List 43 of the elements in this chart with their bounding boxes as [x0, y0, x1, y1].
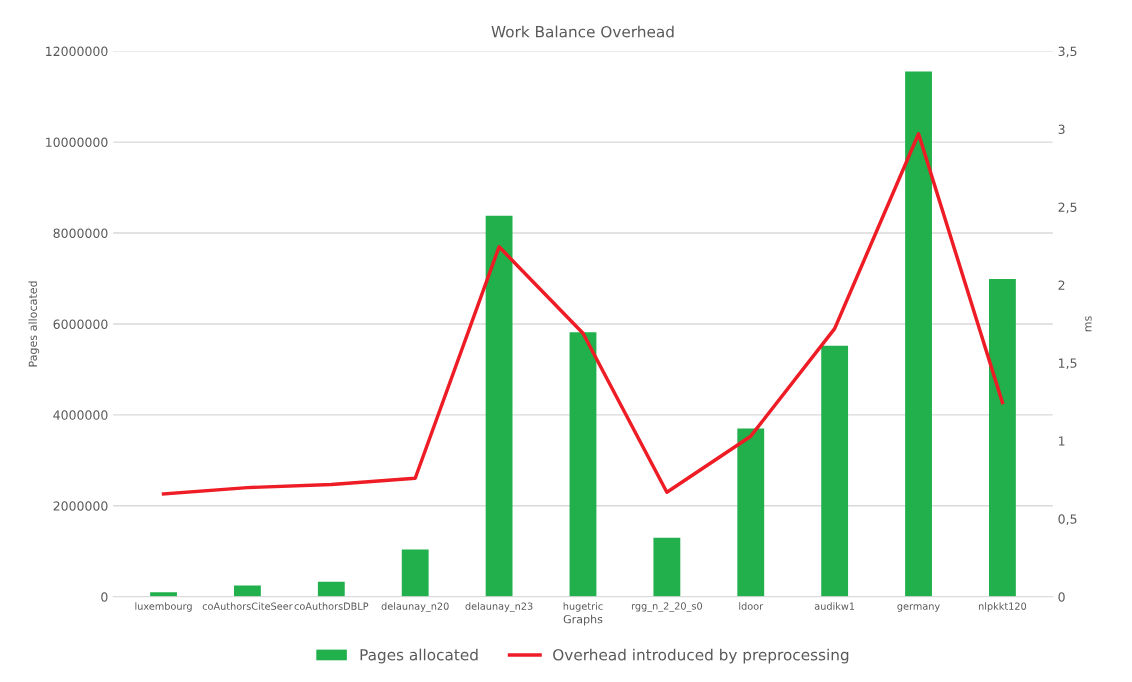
bar — [317, 581, 345, 597]
x-tick-label: nlpkkt120 — [978, 602, 1027, 612]
bar — [234, 585, 261, 597]
y2-tick-label: 0 — [1058, 592, 1065, 602]
y-tick-label: 0 — [101, 592, 108, 602]
bar — [569, 332, 597, 597]
bar — [737, 428, 765, 597]
y-tick-label: 8000000 — [53, 228, 108, 238]
y-tick-label: 4000000 — [53, 410, 108, 420]
bar — [989, 278, 1016, 597]
bar — [905, 71, 932, 597]
x-tick-label: audikw1 — [814, 602, 855, 610]
x-tick-label: delaunay_n23 — [465, 602, 533, 612]
x-tick-label: rgg_n_2_20_s0 — [631, 602, 703, 612]
x-tick-label: delaunay_n20 — [381, 602, 449, 612]
legend-label: Overhead introduced by preprocessing — [553, 648, 849, 664]
bar — [653, 537, 681, 597]
y2-tick-label: 1 — [1058, 436, 1065, 446]
bar — [821, 345, 849, 597]
x-axis-title: Graphs — [563, 614, 603, 626]
y-tick-label: 12000000 — [46, 46, 108, 57]
y-axis-title: Pages allocated — [28, 281, 40, 367]
y2-tick-label: 0,5 — [1058, 514, 1077, 526]
y-tick-label: 2000000 — [53, 501, 108, 511]
y-tick-label: 6000000 — [53, 319, 108, 329]
x-tick-label: coAuthorsDBLP — [294, 602, 369, 610]
y2-tick-label: 2,5 — [1058, 202, 1077, 214]
x-tick-label: germany — [897, 604, 940, 612]
line-series — [161, 132, 1005, 496]
bar — [401, 549, 429, 597]
x-tick-label: coAuthorsCiteSeer — [202, 602, 293, 610]
x-tick-label: hugetric — [563, 602, 603, 612]
legend-label: Pages allocated — [360, 648, 478, 664]
y2-tick-label: 3,5 — [1058, 46, 1077, 58]
x-tick-label: luxembourg — [135, 602, 192, 612]
bar — [485, 215, 513, 597]
y2-tick-label: 1,5 — [1058, 358, 1077, 370]
y2-axis-title: ms — [1085, 316, 1092, 332]
y2-tick-label: 3 — [1058, 124, 1065, 135]
y2-tick-label: 2 — [1058, 280, 1065, 290]
y-tick-label: 10000000 — [46, 137, 108, 148]
chart-title: Work Balance Overhead — [491, 25, 674, 38]
x-tick-label: ldoor — [739, 602, 764, 610]
